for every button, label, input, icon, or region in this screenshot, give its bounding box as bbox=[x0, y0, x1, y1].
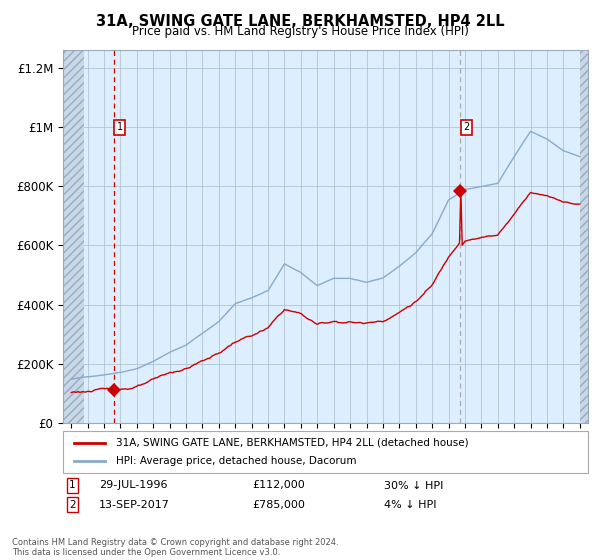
Text: 29-JUL-1996: 29-JUL-1996 bbox=[99, 480, 167, 491]
Bar bbox=[580, 50, 588, 423]
Text: 1: 1 bbox=[69, 480, 76, 491]
Text: 13-SEP-2017: 13-SEP-2017 bbox=[99, 500, 170, 510]
Text: £785,000: £785,000 bbox=[252, 500, 305, 510]
Text: 2: 2 bbox=[463, 122, 470, 132]
Text: Price paid vs. HM Land Registry's House Price Index (HPI): Price paid vs. HM Land Registry's House … bbox=[131, 25, 469, 38]
Bar bbox=[63, 50, 83, 423]
Text: 4% ↓ HPI: 4% ↓ HPI bbox=[384, 500, 437, 510]
FancyBboxPatch shape bbox=[63, 431, 588, 473]
Text: HPI: Average price, detached house, Dacorum: HPI: Average price, detached house, Daco… bbox=[115, 456, 356, 466]
Text: 31A, SWING GATE LANE, BERKHAMSTED, HP4 2LL: 31A, SWING GATE LANE, BERKHAMSTED, HP4 2… bbox=[95, 14, 505, 29]
Text: 31A, SWING GATE LANE, BERKHAMSTED, HP4 2LL (detached house): 31A, SWING GATE LANE, BERKHAMSTED, HP4 2… bbox=[115, 438, 468, 448]
Text: 1: 1 bbox=[117, 122, 123, 132]
Text: Contains HM Land Registry data © Crown copyright and database right 2024.
This d: Contains HM Land Registry data © Crown c… bbox=[12, 538, 338, 557]
Text: £112,000: £112,000 bbox=[252, 480, 305, 491]
Text: 30% ↓ HPI: 30% ↓ HPI bbox=[384, 480, 443, 491]
Text: 2: 2 bbox=[69, 500, 76, 510]
